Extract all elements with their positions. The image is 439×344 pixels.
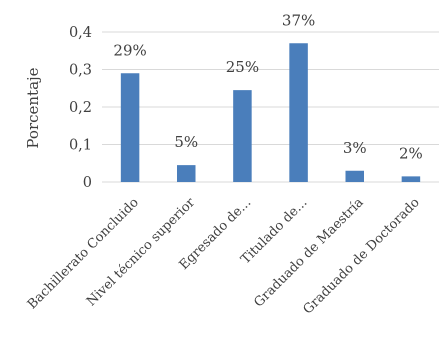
bar — [289, 43, 308, 182]
data-label: 3% — [343, 139, 367, 157]
data-label: 29% — [113, 41, 146, 59]
bar — [401, 176, 421, 182]
y-tick-label: 0,1 — [69, 138, 92, 154]
y-tick-label: 0,4 — [69, 25, 92, 41]
y-axis-title: Porcentaje — [24, 67, 42, 148]
bar — [177, 165, 196, 182]
data-label: 5% — [174, 133, 198, 151]
y-tick-label: 0 — [83, 175, 92, 191]
data-label: 2% — [399, 144, 423, 162]
data-label: 37% — [282, 11, 315, 29]
category-label: Graduado de Maestría — [251, 195, 366, 310]
category-label: Bachillerato Concluido — [25, 195, 142, 312]
category-label: Nivel técnico superior — [84, 195, 199, 310]
data-label: 25% — [226, 58, 259, 76]
bar — [345, 170, 364, 182]
bar-layer — [120, 43, 421, 182]
category-label: Graduado de Doctorado — [300, 195, 422, 317]
y-tick-label: 0,3 — [69, 63, 92, 79]
y-tick-label: 0,2 — [69, 100, 92, 116]
bar — [233, 90, 252, 182]
label-layer: 0 0,1 0,2 0,3 0,4 29% Bachillerato Concluido 5%… — [25, 11, 423, 317]
grid-layer — [102, 31, 439, 183]
bar — [120, 73, 140, 182]
